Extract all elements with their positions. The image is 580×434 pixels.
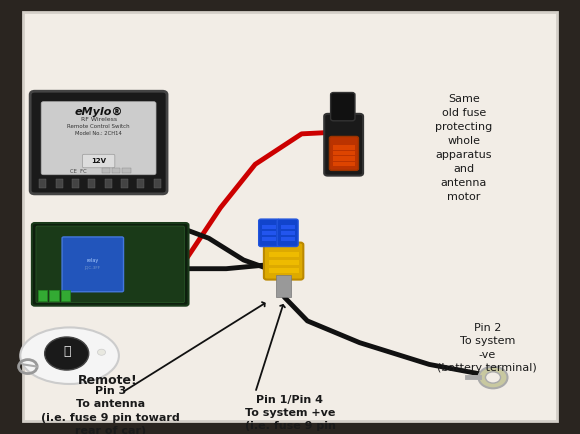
FancyBboxPatch shape: [264, 243, 303, 280]
Bar: [121, 179, 128, 189]
Bar: [281, 237, 295, 242]
Bar: [281, 225, 295, 230]
Bar: [333, 146, 355, 150]
FancyBboxPatch shape: [41, 102, 156, 175]
Bar: [262, 231, 276, 236]
FancyBboxPatch shape: [30, 92, 167, 194]
Bar: [56, 179, 63, 189]
FancyBboxPatch shape: [329, 137, 358, 171]
Bar: [122, 168, 130, 174]
Bar: [269, 268, 299, 273]
Circle shape: [485, 372, 501, 383]
Bar: [281, 231, 295, 236]
Bar: [137, 179, 144, 189]
Text: Pin 1/Pin 4
To system +ve
(i.e. fuse 9 pin
toward front of car): Pin 1/Pin 4 To system +ve (i.e. fuse 9 p…: [228, 394, 352, 434]
Text: RF Wireless: RF Wireless: [81, 117, 117, 122]
Bar: [333, 163, 355, 167]
Bar: [269, 260, 299, 266]
Bar: [88, 179, 95, 189]
Text: Remote!: Remote!: [77, 373, 137, 386]
Bar: [112, 168, 120, 174]
FancyBboxPatch shape: [324, 115, 363, 176]
FancyBboxPatch shape: [259, 220, 280, 247]
Text: 12V: 12V: [91, 158, 106, 164]
Circle shape: [478, 367, 508, 388]
Bar: [269, 253, 299, 258]
FancyBboxPatch shape: [277, 220, 298, 247]
Circle shape: [97, 349, 106, 355]
Text: eMylo®: eMylo®: [74, 106, 123, 116]
FancyBboxPatch shape: [82, 155, 115, 168]
Bar: [49, 291, 59, 302]
Bar: [102, 168, 110, 174]
FancyBboxPatch shape: [276, 275, 291, 298]
Text: Remote Control Switch: Remote Control Switch: [67, 124, 130, 129]
Bar: [262, 237, 276, 242]
Bar: [333, 157, 355, 161]
Bar: [72, 179, 79, 189]
Text: Model No.: 2CH14: Model No.: 2CH14: [75, 131, 122, 135]
Bar: [61, 291, 70, 302]
Bar: [105, 179, 112, 189]
Text: Same
old fuse
protecting
whole
apparatus
and
antenna
motor: Same old fuse protecting whole apparatus…: [436, 94, 492, 201]
Text: ⏻: ⏻: [63, 345, 70, 358]
Text: CE  FC: CE FC: [70, 168, 86, 173]
Text: Pin 2
To system
-ve
(battery terminal): Pin 2 To system -ve (battery terminal): [437, 322, 537, 372]
Text: Pin 3
To antenna
(i.e. fuse 9 pin toward
rear of car): Pin 3 To antenna (i.e. fuse 9 pin toward…: [41, 385, 180, 434]
Circle shape: [45, 337, 89, 370]
Bar: [154, 179, 161, 189]
Bar: [39, 179, 46, 189]
FancyBboxPatch shape: [23, 13, 557, 421]
Bar: [333, 151, 355, 156]
FancyBboxPatch shape: [36, 227, 184, 303]
FancyBboxPatch shape: [331, 93, 355, 122]
FancyBboxPatch shape: [32, 224, 189, 306]
Text: JQC-3FF: JQC-3FF: [85, 265, 101, 269]
FancyBboxPatch shape: [62, 237, 124, 292]
Bar: [38, 291, 47, 302]
Ellipse shape: [20, 328, 119, 384]
Text: relay: relay: [86, 258, 99, 263]
Bar: [262, 225, 276, 230]
